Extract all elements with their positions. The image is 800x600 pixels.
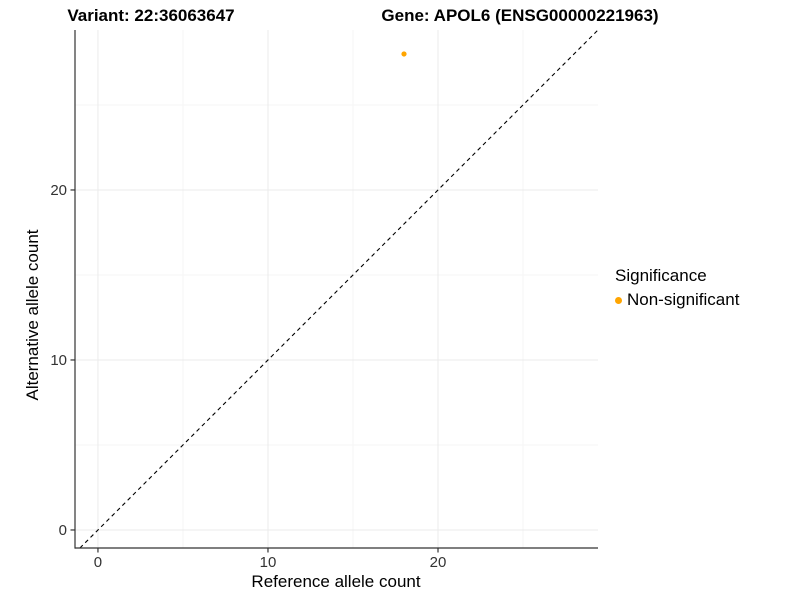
y-tick-label: 0 — [59, 522, 67, 539]
legend-point-icon — [615, 296, 622, 304]
x-tick-label: 10 — [260, 554, 277, 571]
plot-title-gene: Gene: APOL6 (ENSG00000221963) — [381, 6, 659, 25]
x-tick-label: 20 — [430, 554, 447, 571]
legend-item: Non-significant — [615, 290, 739, 310]
y-axis-title: Alternative allele count — [23, 229, 42, 401]
legend: Significance Non-significant — [615, 266, 739, 310]
legend-item-label: Non-significant — [627, 290, 740, 309]
x-tick-label: 0 — [94, 554, 102, 571]
data-point — [401, 51, 407, 57]
y-tick-label: 20 — [50, 182, 67, 199]
y-tick-label: 10 — [50, 352, 67, 369]
x-axis-title: Reference allele count — [251, 572, 421, 591]
plot-title-variant: Variant: 22:36063647 — [67, 6, 235, 25]
legend-title: Significance — [615, 266, 707, 285]
identity-line — [79, 29, 599, 549]
